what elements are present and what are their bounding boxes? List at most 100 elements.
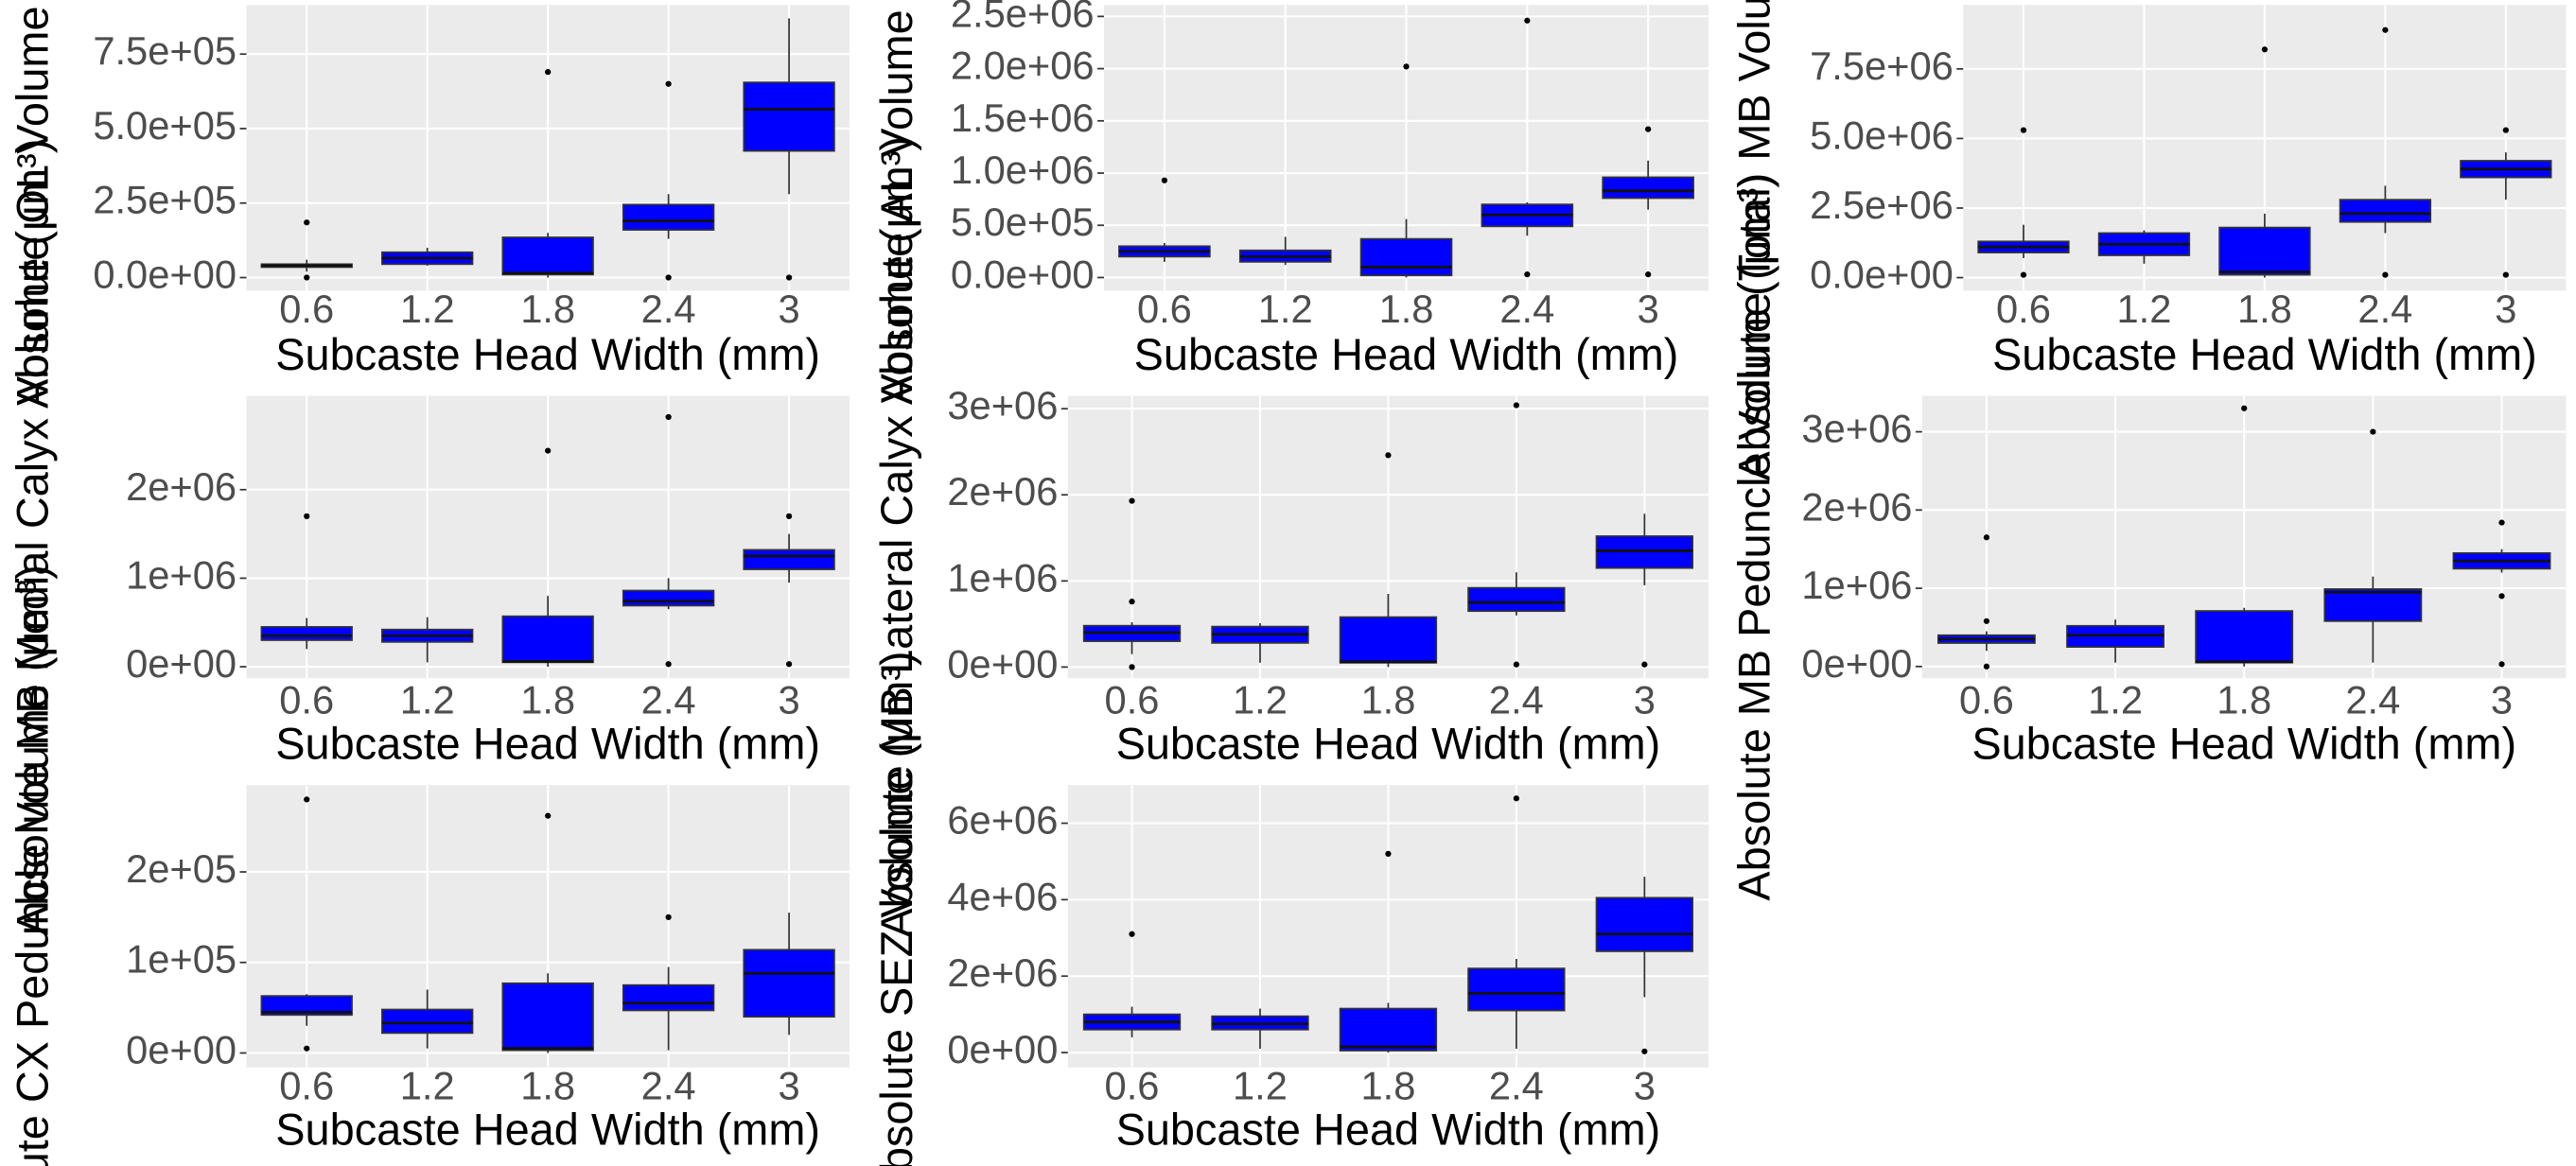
y-tick-label: 2.5e+06 [1810,183,1954,227]
x-axis-title: Subcaste Head Width (mm) [1116,1105,1661,1155]
outlier [665,914,672,921]
outlier [1524,271,1531,278]
outlier [1385,452,1392,459]
box [501,615,594,664]
y-tick-label: 0.0e+00 [951,252,1095,296]
x-tick-label: 0.6 [279,1063,334,1107]
outlier [785,661,793,668]
x-tick-label: 1.8 [1360,677,1415,722]
y-tick-label: 2e+06 [126,464,237,509]
x-tick-label: 0.6 [1137,287,1192,331]
outlier [1129,931,1135,937]
outlier [2382,26,2389,33]
x-tick-label: 2.4 [641,287,696,331]
x-tick-label: 0.6 [1996,287,2051,331]
outlier [1129,664,1135,670]
outlier [2261,46,2269,53]
x-tick-label: 2.4 [2345,677,2400,722]
box [1467,586,1566,613]
y-axis-title: Absolute AL Volume (μm³) [872,0,921,405]
outlier [1403,63,1410,70]
x-axis-title: Subcaste Head Width (mm) [1992,330,2537,379]
outlier [2502,271,2509,278]
x-axis-title: Subcaste Head Width (mm) [1116,720,1661,769]
x-tick-label: 3 [779,1063,800,1107]
y-tick-label: 1.5e+06 [951,96,1095,140]
y-tick-label: 0.0e+00 [93,252,237,297]
outlier [1513,661,1520,668]
y-tick-label: 5.0e+05 [93,103,237,148]
x-tick-label: 0.6 [279,677,334,722]
outlier [665,274,672,281]
outlier [1983,534,1990,541]
outlier [1641,1048,1648,1054]
outlier [1645,271,1652,278]
y-tick-label: 2e+06 [1801,484,1912,529]
outlier [2370,428,2376,435]
y-tick-label: 2e+06 [947,950,1058,995]
x-tick-label: 2.4 [1499,287,1554,331]
box [743,548,835,570]
x-tick-label: 3 [779,677,800,722]
y-tick-label: 6e+06 [947,798,1058,843]
outlier [1161,177,1168,183]
box [622,983,715,1012]
box [1339,616,1438,664]
box [2339,199,2432,223]
y-tick-label: 2.5e+05 [93,178,237,222]
outlier [304,796,310,803]
box [622,589,715,607]
x-tick-label: 3 [779,287,800,331]
x-tick-label: 1.2 [1233,677,1288,722]
y-tick-label: 2.0e+06 [951,44,1095,88]
x-tick-label: 3 [2491,677,2513,722]
box [1595,896,1694,952]
x-tick-label: 0.6 [1959,677,2014,722]
outlier [304,219,310,226]
y-tick-label: 4e+06 [947,874,1058,918]
outlier [785,513,793,519]
x-tick-label: 1.8 [1379,287,1434,331]
x-axis-title: Subcaste Head Width (mm) [275,1105,820,1155]
x-axis-title: Subcaste Head Width (mm) [1971,720,2516,769]
y-tick-label: 7.5e+06 [1810,44,1954,88]
x-tick-label: 1.8 [520,287,575,331]
outlier [1129,599,1135,605]
outlier [1524,17,1531,24]
outlier [2382,271,2389,278]
x-tick-label: 1.2 [2088,677,2143,722]
x-tick-label: 1.2 [1258,287,1313,331]
y-tick-label: 5.0e+06 [1810,113,1954,157]
box [743,948,835,1018]
box [381,1008,474,1035]
x-tick-label: 3 [1638,287,1659,331]
y-tick-label: 0e+00 [126,641,237,686]
outlier [2498,593,2505,600]
y-tick-label: 2e+06 [947,469,1058,513]
x-tick-label: 3 [1634,677,1656,722]
box [622,203,715,231]
x-tick-label: 3 [1634,1063,1656,1107]
outlier [2502,127,2509,133]
y-axis-title: Absolute MB Medial Calyx Volume (μm³) [9,139,58,935]
y-tick-label: 3e+06 [1801,407,1912,451]
y-tick-label: 5.0e+05 [951,200,1095,244]
outlier [1385,850,1392,857]
x-tick-label: 2.4 [1489,1063,1544,1107]
box [743,81,835,152]
x-tick-label: 1.8 [1360,1063,1415,1107]
outlier [2020,127,2027,133]
box [501,982,594,1052]
outlier [545,68,552,76]
y-tick-label: 1e+05 [126,937,237,982]
outlier [1645,126,1652,132]
y-axis-title: Absolute MB Peduncle Volume (μm³) [1730,173,1779,901]
y-tick-label: 1e+06 [1801,563,1912,607]
x-axis-title: Subcaste Head Width (mm) [1134,330,1679,379]
x-tick-label: 0.6 [1105,677,1160,722]
box [501,236,594,276]
x-tick-label: 1.2 [400,677,455,722]
outlier [545,447,552,454]
y-tick-label: 0e+00 [1801,641,1912,686]
